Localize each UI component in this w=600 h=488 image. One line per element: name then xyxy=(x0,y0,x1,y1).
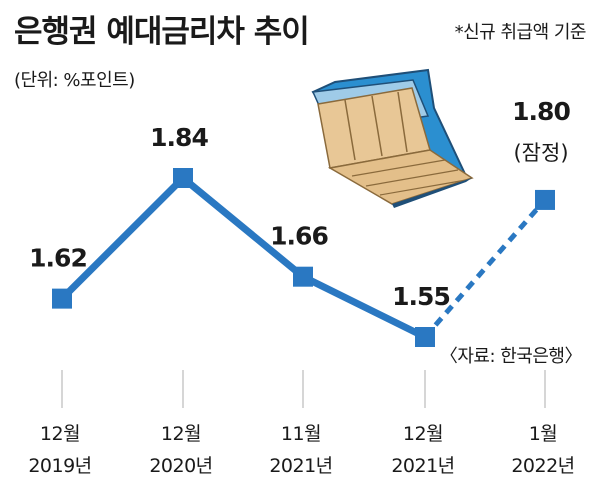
line-segment-2 xyxy=(179,174,307,281)
basis-note: *신규 취급액 기준 xyxy=(454,22,587,43)
wallet-illustration xyxy=(311,68,474,208)
line-segment-3 xyxy=(299,273,429,341)
value-label-1: 1.62 xyxy=(29,244,87,273)
x-tick-year-2: 2020년 xyxy=(149,455,212,477)
line-segment-provisional xyxy=(423,198,547,339)
provisional-label: (잠정) xyxy=(513,141,568,165)
data-point-4 xyxy=(415,327,435,347)
value-label-3: 1.66 xyxy=(270,222,328,251)
value-labels: 1.62 1.84 1.66 1.55 1.80 (잠정) xyxy=(29,97,571,311)
x-tick-month-1: 12월 xyxy=(40,423,80,445)
value-label-5: 1.80 xyxy=(512,97,570,126)
data-point-5 xyxy=(535,189,555,210)
x-tick-month-3: 11월 xyxy=(281,423,321,445)
series-markers xyxy=(52,168,555,347)
data-point-1 xyxy=(52,288,72,309)
value-label-4: 1.55 xyxy=(392,282,450,311)
series-lines xyxy=(58,174,547,341)
chart-title: 은행권 예대금리차 추이 xyxy=(14,14,310,50)
x-tick-year-4: 2021년 xyxy=(391,455,454,477)
line-segment-1 xyxy=(58,174,187,303)
x-tick-month-5: 1월 xyxy=(529,423,558,445)
data-point-3 xyxy=(293,266,313,287)
x-tick-year-1: 2019년 xyxy=(28,455,91,477)
x-tick-year-5: 2022년 xyxy=(511,455,574,477)
x-tick-month-4: 12월 xyxy=(403,423,443,445)
data-point-2 xyxy=(173,168,193,188)
unit-label: (단위: %포인트) xyxy=(14,70,135,91)
value-label-2: 1.84 xyxy=(150,123,208,152)
x-tick-labels: 12월 2019년 12월 2020년 11월 2021년 12월 2021년 1월 2022년 xyxy=(28,423,575,477)
x-tick-year-3: 2021년 xyxy=(269,455,332,477)
source-label: 〈자료: 한국은행〉 xyxy=(439,346,583,367)
vertical-gridlines xyxy=(61,370,546,408)
x-tick-month-2: 12월 xyxy=(161,423,201,445)
